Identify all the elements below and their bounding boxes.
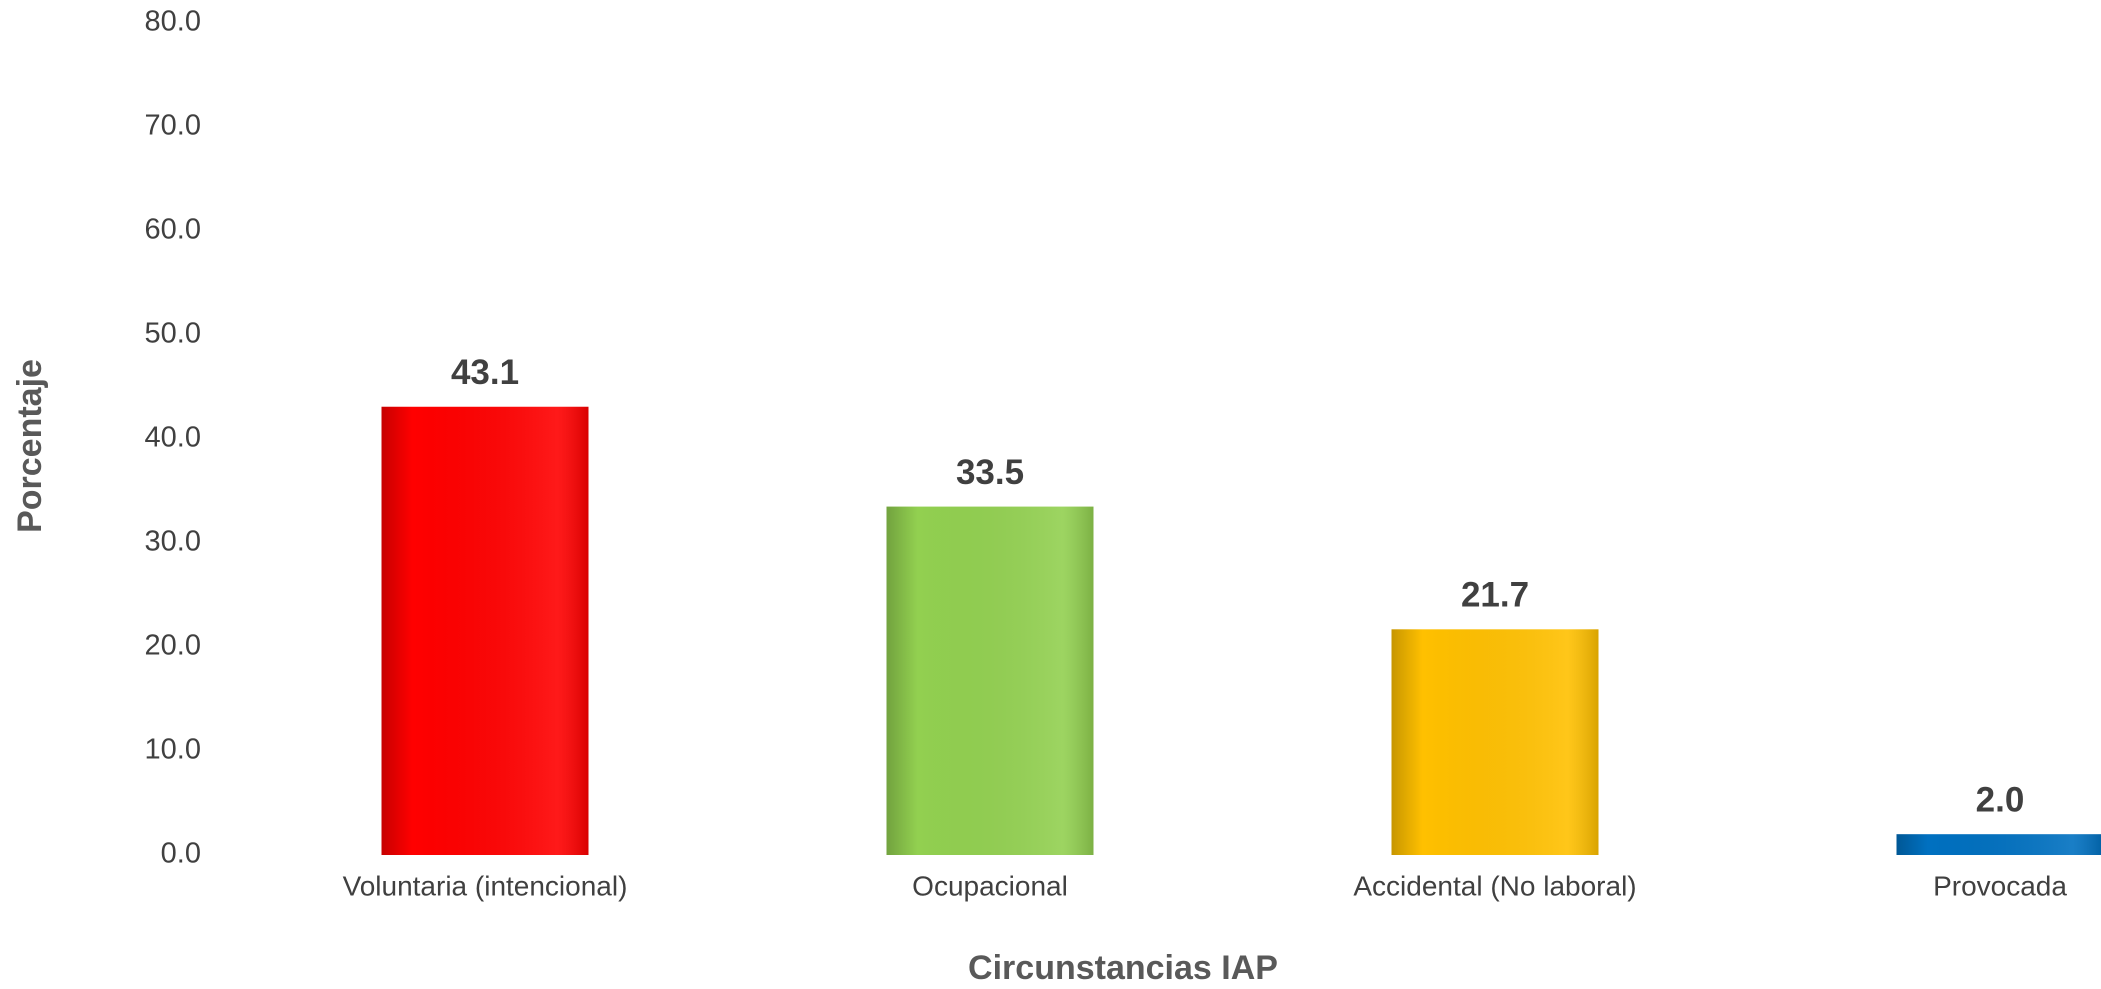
x-axis-title: Circunstancias IAP	[968, 949, 1278, 987]
y-tick-label: 60.0	[145, 214, 201, 246]
y-tick-label: 20.0	[145, 630, 201, 662]
bar	[1896, 834, 2101, 855]
bar	[381, 406, 589, 855]
y-axis-title: Porcentaje	[11, 359, 49, 533]
value-label: 33.5	[956, 453, 1024, 492]
x-tick-label: Ocupacional	[912, 870, 1068, 901]
x-tick-label: Voluntaria (intencional)	[343, 870, 628, 901]
value-label: 43.1	[451, 353, 519, 392]
y-tick-label: 10.0	[145, 734, 201, 766]
value-label: 2.0	[1976, 780, 2025, 819]
y-tick-label: 70.0	[145, 110, 201, 142]
bar	[886, 506, 1094, 855]
y-tick-label: 80.0	[145, 6, 201, 38]
y-tick-label: 0.0	[161, 838, 201, 870]
value-label: 21.7	[1461, 576, 1529, 615]
x-tick-label: Accidental (No laboral)	[1353, 870, 1636, 901]
y-tick-label: 50.0	[145, 318, 201, 350]
y-tick-label: 40.0	[145, 422, 201, 454]
y-tick-label: 30.0	[145, 526, 201, 558]
x-tick-label: Provocada	[1933, 870, 2067, 901]
bar	[1391, 629, 1599, 855]
